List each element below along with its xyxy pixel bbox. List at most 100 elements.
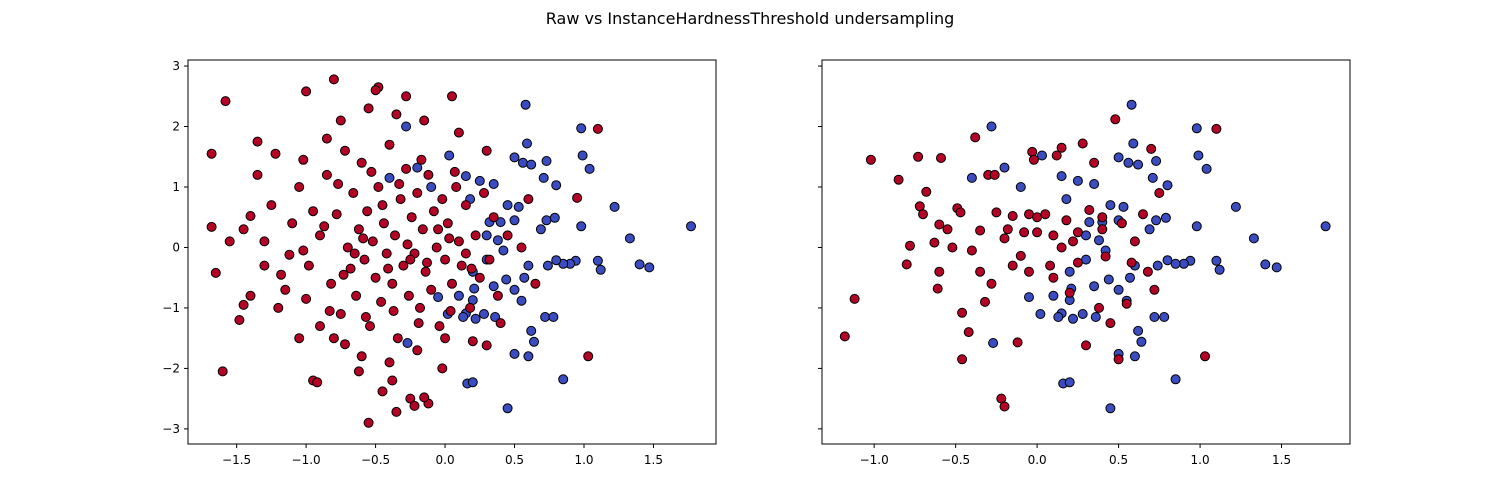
scatter-point-minority-raw-15 <box>509 215 520 226</box>
scatter-point-majority-resampled-12 <box>934 266 945 277</box>
scatter-point-majority-resampled-76 <box>1097 212 1108 223</box>
scatter-point-majority-raw-92 <box>456 260 467 271</box>
scatter-point-majority-raw-17 <box>259 236 270 247</box>
scatter-point-majority-raw-21 <box>298 154 309 165</box>
scatter-point-majority-raw-46 <box>315 230 325 241</box>
scatter-point-majority-raw-135 <box>402 239 413 250</box>
scatter-point-minority-resampled-22 <box>1248 233 1259 244</box>
scatter-point-minority-raw-20 <box>576 221 587 232</box>
scatter-point-majority-raw-60 <box>365 321 375 332</box>
scatter-point-minority-raw-33 <box>523 260 534 271</box>
scatter-point-majority-raw-12 <box>224 236 235 247</box>
scatter-plot-raw: −1.5 −1.0 −0.5 0.0 0.5 1.0 1.5 −3 −2 −1 0 1 2 3 <box>162 59 717 467</box>
scatter-point-majority-resampled-43 <box>1048 230 1059 241</box>
scatter-point-majority-resampled-52 <box>1084 205 1095 215</box>
x-tick-label-raw-6: 1.5 <box>644 453 663 467</box>
scatter-point-minority-resampled-1 <box>1126 99 1137 110</box>
scatter-point-majority-resampled-59 <box>1113 354 1124 365</box>
scatter-point-majority-resampled-70 <box>1211 123 1222 134</box>
scatter-point-minority-raw-60 <box>444 150 455 161</box>
scatter-point-majority-resampled-75 <box>1072 227 1083 238</box>
scatter-point-majority-raw-132 <box>338 269 349 280</box>
scatter-points-resampled <box>839 99 1331 414</box>
scatter-point-majority-raw-139 <box>333 179 344 189</box>
scatter-point-minority-resampled-19 <box>1144 224 1155 235</box>
scatter-point-majority-raw-59 <box>362 206 373 217</box>
scatter-point-majority-raw-62 <box>370 272 381 283</box>
scatter-point-minority-raw-48 <box>526 325 537 336</box>
scatter-point-minority-raw-36 <box>516 295 527 306</box>
scatter-point-majority-raw-20 <box>284 249 295 260</box>
scatter-point-majority-resampled-6 <box>913 151 924 162</box>
x-tick-label-resampled-2: 0.0 <box>1028 453 1047 467</box>
scatter-point-minority-resampled-7 <box>1133 159 1144 170</box>
scatter-point-minority-raw-11 <box>551 180 562 191</box>
scatter-point-majority-raw-131 <box>319 221 330 232</box>
scatter-point-majority-resampled-44 <box>1051 150 1062 161</box>
y-tick-label-raw-2: −1 <box>162 301 180 315</box>
scatter-point-majority-raw-126 <box>502 230 513 241</box>
scatter-point-majority-raw-146 <box>388 306 399 316</box>
scatter-point-minority-resampled-56 <box>988 338 999 348</box>
y-tick-label-raw-5: 2 <box>172 120 180 134</box>
scatter-point-majority-raw-111 <box>453 127 464 138</box>
scatter-point-minority-raw-3 <box>577 150 588 161</box>
scatter-point-minority-raw-59 <box>426 182 437 192</box>
scatter-point-majority-raw-114 <box>384 357 395 368</box>
scatter-point-majority-raw-44 <box>294 182 305 192</box>
scatter-point-majority-resampled-21 <box>970 132 981 143</box>
scatter-point-majority-raw-144 <box>324 306 335 316</box>
scatter-point-majority-resampled-63 <box>1129 236 1140 247</box>
scatter-point-minority-resampled-44 <box>1077 309 1088 319</box>
scatter-point-majority-resampled-46 <box>1061 215 1072 226</box>
scatter-point-majority-raw-82 <box>426 284 437 295</box>
scatter-point-majority-raw-15 <box>245 211 256 221</box>
scatter-point-majority-raw-74 <box>403 290 414 301</box>
scatter-point-minority-resampled-71 <box>1035 309 1046 319</box>
scatter-point-majority-raw-128 <box>523 194 534 205</box>
plot-frame-raw <box>187 59 717 445</box>
x-tick-label-resampled-4: 1.0 <box>1191 453 1210 467</box>
scatter-point-majority-resampled-34 <box>1015 250 1026 261</box>
scatter-point-majority-raw-120 <box>308 206 319 217</box>
scatter-point-majority-resampled-19 <box>957 354 968 365</box>
scatter-point-majority-raw-83 <box>428 206 439 217</box>
scatter-point-minority-resampled-63 <box>1061 194 1072 205</box>
scatter-point-majority-raw-28 <box>363 417 374 428</box>
scatter-point-minority-raw-57 <box>384 172 395 183</box>
scatter-point-majority-raw-142 <box>416 154 427 165</box>
scatter-point-majority-raw-130 <box>298 245 309 256</box>
scatter-point-minority-resampled-53 <box>1105 403 1116 414</box>
scatter-point-majority-resampled-54 <box>1094 302 1104 313</box>
scatter-point-majority-raw-127 <box>516 242 527 253</box>
scatter-point-majority-raw-100 <box>492 290 503 301</box>
scatter-point-majority-raw-122 <box>377 200 388 211</box>
scatter-point-minority-resampled-16 <box>1118 201 1129 212</box>
scatter-point-majority-raw-87 <box>440 254 451 265</box>
scatter-point-majority-resampled-47 <box>1064 287 1075 298</box>
scatter-point-minority-resampled-57 <box>966 172 977 183</box>
scatter-point-minority-raw-9 <box>509 152 520 163</box>
scatter-point-minority-raw-50 <box>509 348 520 359</box>
scatter-point-minority-resampled-34 <box>1125 272 1135 283</box>
scatter-point-majority-raw-133 <box>358 233 369 244</box>
scatter-point-majority-raw-26 <box>340 339 350 350</box>
scatter-point-minority-resampled-25 <box>1271 262 1282 273</box>
scatter-point-majority-raw-103 <box>266 200 277 211</box>
x-tick-label-raw-4: 0.5 <box>505 453 524 467</box>
scatter-point-minority-resampled-30 <box>1170 258 1181 269</box>
scatter-point-minority-raw-2 <box>576 123 587 134</box>
scatter-point-majority-raw-108 <box>363 103 374 114</box>
scatter-point-majority-raw-99 <box>488 212 499 223</box>
scatter-point-majority-resampled-27 <box>989 169 1000 180</box>
scatter-point-minority-raw-22 <box>624 233 635 244</box>
scatter-point-majority-resampled-67 <box>1149 284 1160 295</box>
scatter-point-majority-raw-137 <box>444 233 455 244</box>
scatter-point-majority-raw-48 <box>326 278 337 289</box>
scatter-point-minority-raw-17 <box>541 215 552 226</box>
scatter-point-minority-resampled-66 <box>1094 235 1104 246</box>
scatter-point-majority-raw-71 <box>395 194 406 205</box>
scatter-point-majority-raw-61 <box>367 236 378 247</box>
scatter-point-minority-resampled-32 <box>1152 260 1163 271</box>
